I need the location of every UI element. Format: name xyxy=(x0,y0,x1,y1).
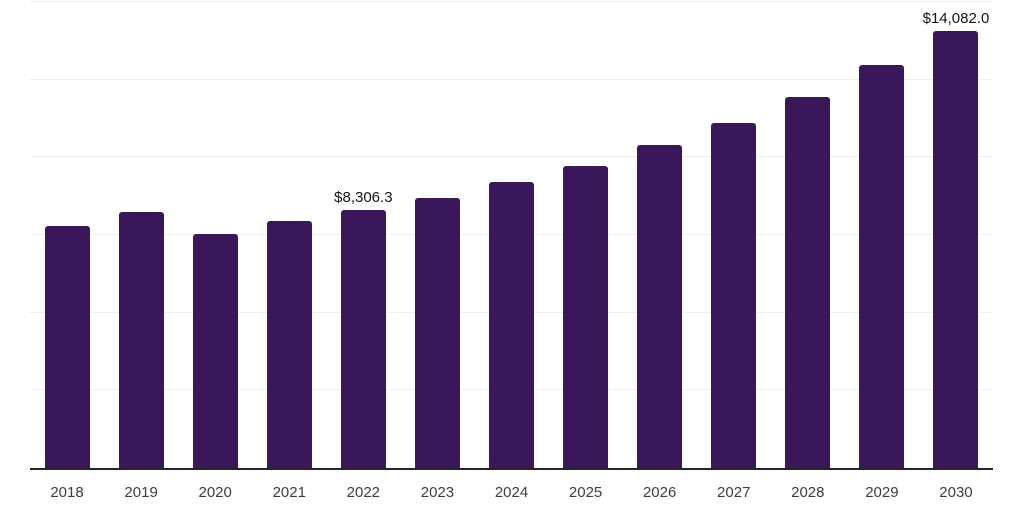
bar-2019 xyxy=(118,212,164,468)
bar-band xyxy=(104,2,178,468)
bar-2020 xyxy=(192,234,238,468)
gridline xyxy=(30,156,993,158)
bar-value-label: $14,082.0 xyxy=(922,9,990,27)
bar-band xyxy=(845,2,919,468)
bar-band xyxy=(549,2,623,468)
bar-band xyxy=(623,2,697,468)
x-tick-label: 2018 xyxy=(50,484,84,501)
x-tick-label: 2023 xyxy=(420,484,455,501)
bar-band xyxy=(771,2,845,468)
bar-2022 xyxy=(340,209,386,468)
bar-2023 xyxy=(414,198,460,468)
bar-2018 xyxy=(44,226,90,468)
x-tick-label: 2025 xyxy=(568,484,603,501)
x-tick-label: 2024 xyxy=(494,484,529,501)
x-tick-label: 2029 xyxy=(865,484,899,501)
bar-band xyxy=(252,2,326,468)
bar-2026 xyxy=(637,144,683,468)
x-tick-label: 2020 xyxy=(198,484,232,501)
plot-area: $8,306.3 $14,082.0 xyxy=(30,1,993,470)
bar-2027 xyxy=(711,122,757,468)
bar-band xyxy=(30,2,104,468)
gridline xyxy=(30,78,993,80)
bar-band: $14,082.0 xyxy=(919,2,993,468)
bar-2024 xyxy=(489,181,534,468)
x-tick-label: 2019 xyxy=(124,484,158,501)
bar-2028 xyxy=(785,97,831,468)
bar-band xyxy=(697,2,771,468)
bar-band xyxy=(178,2,252,468)
x-tick-label: 2026 xyxy=(642,484,677,501)
x-tick-label: 2022 xyxy=(346,484,381,501)
x-tick-label: 2027 xyxy=(717,484,751,501)
bar-2030 xyxy=(933,30,979,468)
bar-2021 xyxy=(266,221,312,468)
bar-2025 xyxy=(563,165,609,468)
bar-band: $8,306.3 xyxy=(326,2,400,468)
gridline xyxy=(30,1,993,2)
x-tick-label: 2030 xyxy=(939,484,973,501)
bar-band xyxy=(400,2,474,468)
x-tick-label: 2028 xyxy=(791,484,825,501)
bar-series: $8,306.3 $14,082.0 xyxy=(30,2,993,468)
bar-band xyxy=(474,2,548,468)
bar-value-label: $8,306.3 xyxy=(334,188,393,206)
bar-2029 xyxy=(859,65,905,468)
x-tick-label: 2021 xyxy=(272,484,306,501)
x-axis: 2018 2019 2020 2021 2022 2023 2024 2025 2026 2027… xyxy=(30,484,993,502)
